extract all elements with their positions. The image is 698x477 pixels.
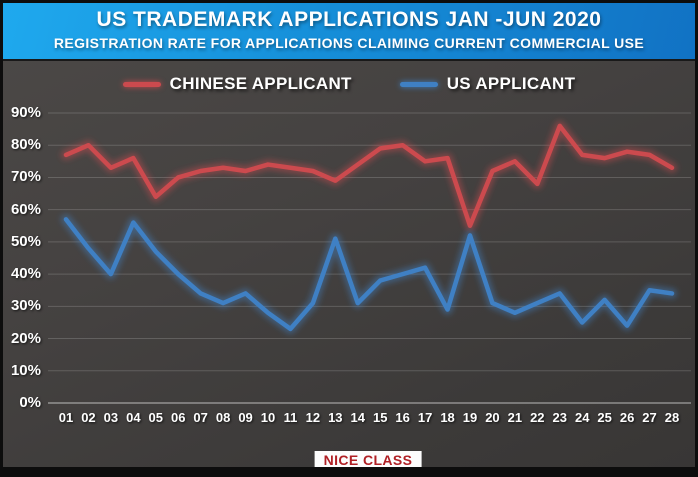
x-tick-label-07: 07 <box>193 410 208 425</box>
legend-label-chinese-applicant: CHINESE APPLICANT <box>169 74 352 93</box>
legend-item-chinese-applicant: CHINESE APPLICANT <box>122 74 352 94</box>
y-tick-label-10: 10% <box>10 361 41 379</box>
chinese-applicant-line-swatch <box>122 81 161 87</box>
x-tick-label-09: 09 <box>238 410 253 425</box>
y-tick-label-70: 70% <box>10 168 41 186</box>
x-tick-label-24: 24 <box>574 410 590 425</box>
chinese-applicant-line <box>63 123 675 229</box>
x-tick-label-06: 06 <box>170 410 186 425</box>
y-tick-label-40: 40% <box>10 265 41 283</box>
x-tick-label-14: 14 <box>350 410 365 425</box>
us-applicant-line-swatch <box>399 81 438 87</box>
x-tick-label-16: 16 <box>395 410 410 425</box>
x-tick-label-08: 08 <box>215 410 231 425</box>
x-tick-label-27: 27 <box>642 410 657 425</box>
y-tick-label-0: 0% <box>19 393 41 411</box>
y-tick-label-50: 50% <box>10 232 41 250</box>
x-tick-label-01: 01 <box>58 410 74 425</box>
x-tick-label-21: 21 <box>507 410 523 425</box>
x-axis-title: NICE CLASS <box>314 451 422 470</box>
x-tick-label-03: 03 <box>103 410 119 425</box>
x-tick-label-04: 04 <box>126 410 141 425</box>
line-chart <box>48 112 691 404</box>
header-banner: US TRADEMARK APPLICATIONS JAN -JUN 2020 … <box>3 3 695 61</box>
x-tick-label-19: 19 <box>462 410 478 425</box>
legend-label-us-applicant: US APPLICANT <box>446 74 576 93</box>
x-tick-label-13: 13 <box>328 410 343 425</box>
x-tick-label-05: 05 <box>148 410 163 425</box>
y-tick-label-80: 80% <box>10 136 41 154</box>
x-tick-label-26: 26 <box>619 410 635 425</box>
x-tick-label-25: 25 <box>597 410 612 425</box>
page-title: US TRADEMARK APPLICATIONS JAN -JUN 2020 <box>96 8 602 31</box>
legend-item-us-applicant: US APPLICANT <box>399 74 576 94</box>
y-tick-label-30: 30% <box>10 297 41 315</box>
x-tick-label-02: 02 <box>81 410 96 425</box>
bottom-bar <box>3 467 695 474</box>
series-lines <box>61 120 677 334</box>
x-tick-label-22: 22 <box>530 410 545 425</box>
x-tick-label-10: 10 <box>260 410 276 425</box>
us-applicant-line <box>63 217 675 332</box>
y-tick-label-20: 20% <box>10 329 41 347</box>
page-subtitle: REGISTRATION RATE FOR APPLICATIONS CLAIM… <box>53 35 645 51</box>
x-tick-label-17: 17 <box>417 410 433 425</box>
x-tick-label-12: 12 <box>305 410 321 425</box>
chinese-applicant-line-glow <box>61 120 677 231</box>
y-tick-label-90: 90% <box>10 104 41 121</box>
x-tick-label-20: 20 <box>485 410 500 425</box>
x-tick-label-15: 15 <box>372 410 388 425</box>
x-tick-label-18: 18 <box>440 410 455 425</box>
x-tick-label-11: 11 <box>283 410 298 425</box>
y-tick-label-60: 60% <box>10 200 41 218</box>
x-tick-label-23: 23 <box>552 410 567 425</box>
legend: CHINESE APPLICANT US APPLICANT <box>3 74 695 94</box>
x-tick-label-28: 28 <box>664 410 680 425</box>
gridlines <box>48 112 691 404</box>
